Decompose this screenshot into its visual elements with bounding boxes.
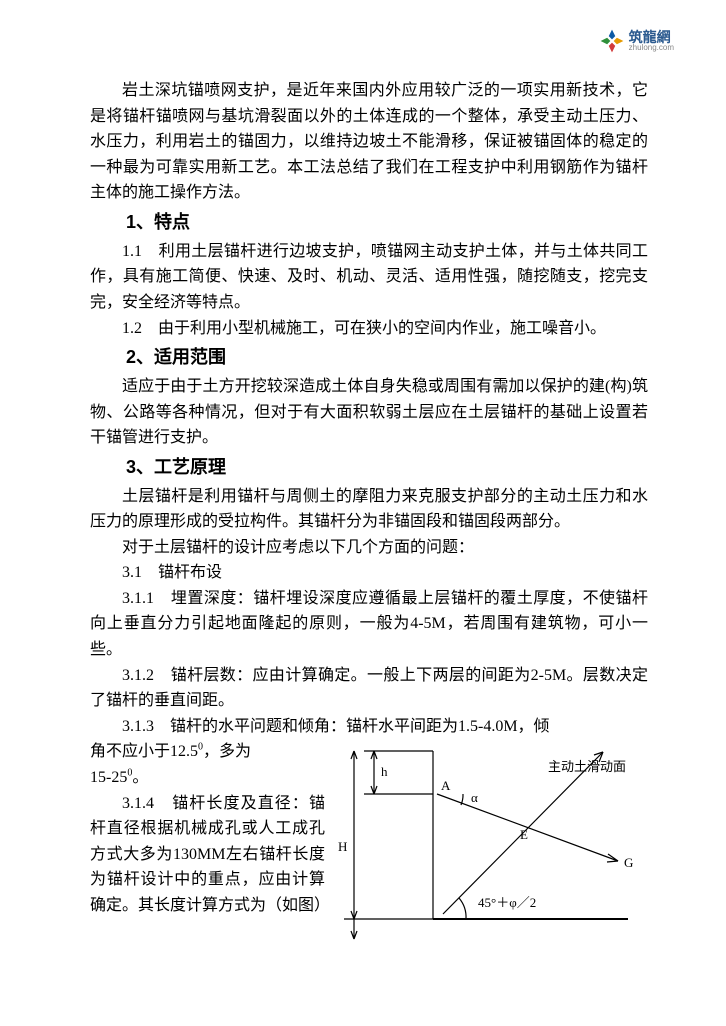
logo-text: 筑龍網 zhulong.com (629, 30, 674, 52)
text-fragment: 。 (132, 769, 148, 786)
diagram-label-a: A (441, 778, 451, 793)
diagram-label-slide: 主动土滑动面 (548, 759, 626, 774)
diagram-label-angle: 45°＋φ／2 (478, 895, 536, 910)
logo-cn: 筑龍網 (629, 30, 674, 44)
document-body: 岩土深坑锚喷网支护，是近年来国内外应用较广泛的一项实用新技术，它是将锚杆锚喷网与… (90, 78, 648, 949)
diagram-label-e: E (520, 827, 528, 842)
text-fragment: 15-25 (90, 769, 127, 786)
diagram-label-h-small: h (381, 764, 388, 779)
paragraph: 1.2 由于利用小型机械施工，可在狭小的空间内作业，施工噪音小。 (90, 316, 648, 342)
text-fragment: ，多为 (203, 743, 251, 760)
section-heading: 1、特点 (90, 208, 648, 237)
intro-paragraph: 岩土深坑锚喷网支护，是近年来国内外应用较广泛的一项实用新技术，它是将锚杆锚喷网与… (90, 78, 648, 206)
paragraph: 3.1.1 埋置深度：锚杆埋设深度应遵循最上层锚杆的覆土厚度，不使锚杆向上垂直分… (90, 586, 648, 663)
diagram-label-g: G (624, 855, 633, 870)
paragraph: 土层锚杆是利用锚杆与周侧土的摩阻力来克服支护部分的主动土压力和水压力的原理形成的… (90, 484, 648, 535)
paragraph: 3.1.2 锚杆层数：应由计算确定。一般上下两层的间距为2-5M。层数决定了锚杆… (90, 663, 648, 714)
section-heading: 2、适用范围 (90, 343, 648, 372)
paragraph: 1.1 利用土层锚杆进行边坡支护，喷锚网主动支护土体，并与土体共同工作，具有施工… (90, 239, 648, 316)
paragraph: 适应于由于土方开挖较深造成土体自身失稳或周围有需加以保护的建(构)筑物、公路等各… (90, 374, 648, 451)
paragraph: 3.1 锚杆布设 (90, 560, 648, 586)
section-heading: 3、工艺原理 (90, 453, 648, 482)
logo-en: zhulong.com (629, 44, 674, 52)
text-with-figure: 角不应小于12.50，多为 15-250。 3.1.4 锚杆长度及直径：锚杆直径… (90, 739, 648, 949)
logo-icon (599, 28, 625, 54)
paragraph: 3.1.3 锚杆的水平问题和倾角：锚杆水平间距为1.5-4.0M，倾 (90, 714, 648, 740)
text-fragment: 角不应小于12.5 (90, 743, 198, 760)
wrapped-text: 角不应小于12.50，多为 15-250。 3.1.4 锚杆长度及直径：锚杆直径… (90, 739, 325, 918)
site-logo: 筑龍網 zhulong.com (599, 28, 674, 54)
paragraph: 3.1.4 锚杆长度及直径：锚杆直径根据机械成孔或人工成孔方式大多为130MM左… (90, 791, 325, 919)
engineering-diagram: 主动土滑动面 A α E G h H 45°＋φ／2 (328, 739, 648, 949)
diagram-label-alpha: α (471, 790, 478, 805)
diagram-label-h-big: H (338, 839, 347, 854)
paragraph: 对于土层锚杆的设计应考虑以下几个方面的问题： (90, 535, 648, 561)
